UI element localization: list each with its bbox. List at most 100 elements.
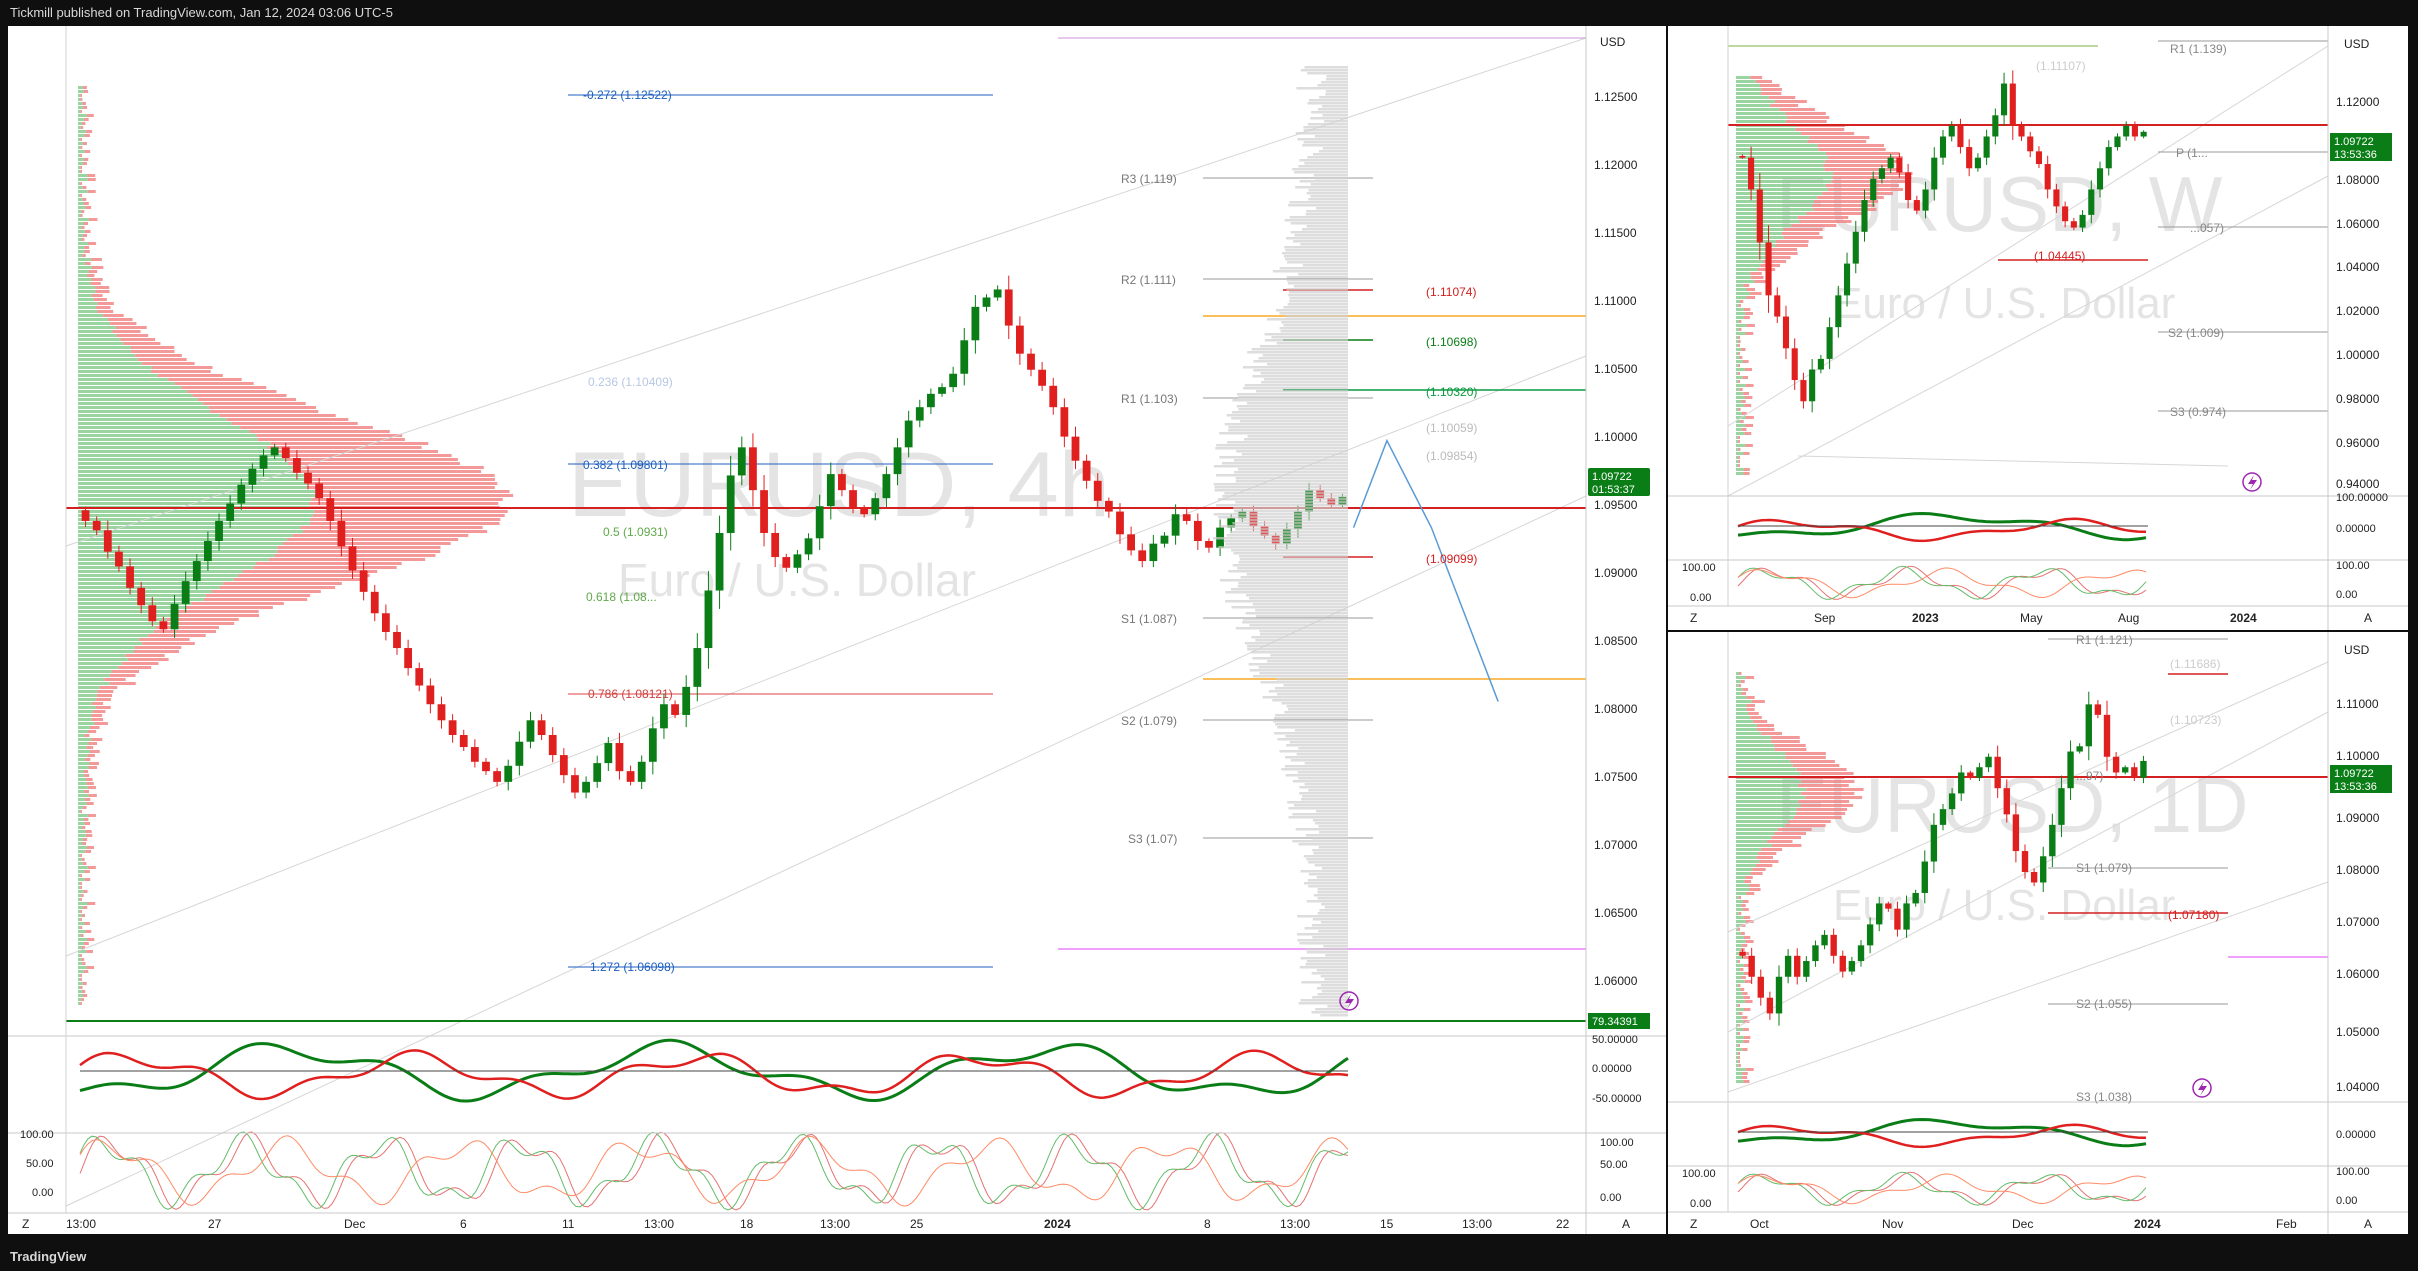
weekly-z-button[interactable]: Z bbox=[1690, 611, 1697, 625]
volume-profile-bar bbox=[84, 230, 91, 233]
volume-profile-bar bbox=[1736, 204, 1813, 207]
weekly-chart-svg[interactable]: EURUSD, W Euro / U.S. Dollar USD 1.09722… bbox=[1668, 26, 2408, 630]
candle-body bbox=[2131, 125, 2138, 137]
volume-profile-bar bbox=[1252, 603, 1348, 606]
volume-profile-bar bbox=[1267, 363, 1348, 366]
volume-profile-bar bbox=[80, 154, 82, 157]
volume-profile-bar bbox=[309, 502, 499, 505]
main-chart-panel[interactable]: EURUSD, 4h Euro / U.S. Dollar USD 1.0972… bbox=[8, 26, 1666, 1234]
volume-profile-bar bbox=[1741, 428, 1747, 431]
stoch-tick-0: 0.00 bbox=[32, 1187, 53, 1199]
volume-profile-bar bbox=[78, 146, 81, 149]
volume-profile-bar bbox=[1809, 136, 1870, 139]
weekly-y-axis[interactable]: 1.12000 1.10000 1.08000 1.06000 1.04000 … bbox=[2336, 95, 2380, 491]
daily-chart-panel[interactable]: EURUSD, 1D Euro / U.S. Dollar USD 1.0972… bbox=[1668, 632, 2408, 1234]
volume-profile-bar bbox=[78, 418, 227, 421]
volume-profile-bar bbox=[155, 626, 219, 629]
volume-profile-bar bbox=[1300, 999, 1348, 1002]
volume-profile-bar bbox=[1745, 940, 1754, 943]
volume-profile-bar bbox=[78, 266, 92, 269]
weekly-currency: USD bbox=[2344, 37, 2370, 51]
volume-profile-bar bbox=[82, 842, 87, 845]
main-x-axis[interactable]: 13:00 27 Dec 6 11 13:00 18 13:00 25 2024… bbox=[66, 1217, 1570, 1231]
candle-body bbox=[237, 484, 246, 504]
main-z-button[interactable]: Z bbox=[22, 1217, 29, 1231]
daily-chart-svg[interactable]: EURUSD, 1D Euro / U.S. Dollar USD 1.0972… bbox=[1668, 632, 2408, 1234]
volume-profile-bar bbox=[1307, 123, 1348, 126]
daily-x-axis[interactable]: Oct Nov Dec 2024 Feb bbox=[1750, 1217, 2297, 1231]
weekly-lightning-icon[interactable] bbox=[2242, 472, 2262, 492]
volume-profile-bar bbox=[1231, 606, 1348, 609]
volume-profile-bar bbox=[307, 474, 495, 477]
volume-profile-bar bbox=[1736, 756, 1786, 759]
volume-profile-bar bbox=[1271, 336, 1348, 339]
volume-profile-bar bbox=[1785, 120, 1827, 123]
x-tick: 13:00 bbox=[1280, 1217, 1310, 1231]
volume-profile-bar bbox=[1751, 276, 1764, 279]
daily-y-axis[interactable]: 1.11000 1.10000 1.09000 1.08000 1.07000 … bbox=[2336, 697, 2380, 1094]
volume-profile-bar bbox=[249, 430, 390, 433]
volume-profile-bar bbox=[1277, 726, 1348, 729]
rsi-badge bbox=[1588, 1013, 1650, 1029]
volume-profile-bar bbox=[78, 830, 86, 833]
volume-profile-bar bbox=[1736, 120, 1786, 123]
volume-profile-bar bbox=[78, 982, 83, 985]
volume-profile-bar bbox=[1312, 819, 1348, 822]
daily-a-button[interactable]: A bbox=[2364, 1217, 2372, 1231]
volume-profile-bar bbox=[1295, 132, 1348, 135]
volume-profile-bar bbox=[1286, 705, 1348, 708]
volume-profile-bar bbox=[1294, 171, 1348, 174]
volume-profile-bar bbox=[78, 194, 81, 197]
volume-profile-bar bbox=[91, 266, 104, 269]
volume-profile-bar bbox=[301, 466, 484, 469]
candle-body bbox=[126, 566, 134, 588]
weekly-a-button[interactable]: A bbox=[2364, 611, 2372, 625]
volume-profile-bar bbox=[1738, 1052, 1740, 1055]
main-chart-svg[interactable]: EURUSD, 4h Euro / U.S. Dollar USD 1.0972… bbox=[8, 26, 1666, 1234]
volume-profile-bar bbox=[78, 890, 84, 893]
volume-profile-bar bbox=[1299, 966, 1348, 969]
volume-profile-bar bbox=[78, 530, 304, 533]
volume-profile-bar bbox=[1736, 884, 1750, 887]
volume-profile-bar bbox=[1289, 201, 1348, 204]
volume-profile-bar bbox=[1736, 168, 1825, 171]
volume-profile-bar bbox=[1276, 342, 1348, 345]
candle-body bbox=[1974, 157, 1981, 169]
volume-profile-bar bbox=[1283, 324, 1348, 327]
daily-z-button[interactable]: Z bbox=[1690, 1217, 1697, 1231]
volume-profile-bar bbox=[78, 782, 87, 785]
candle-body bbox=[1887, 157, 1894, 169]
weekly-chart-panel[interactable]: EURUSD, W Euro / U.S. Dollar USD 1.09722… bbox=[1668, 26, 2408, 630]
volume-profile-bar bbox=[87, 814, 96, 817]
volume-profile-bar bbox=[1760, 92, 1782, 95]
level-09099: (1.09099) bbox=[1426, 552, 1477, 566]
volume-profile-bar bbox=[1736, 1052, 1739, 1055]
volume-profile-bar bbox=[1749, 884, 1760, 887]
daily-lightning-icon[interactable] bbox=[2192, 1078, 2212, 1098]
volume-profile-bar bbox=[78, 178, 88, 181]
lightning-icon[interactable] bbox=[1339, 991, 1359, 1011]
main-y-axis[interactable]: 1.12500 1.12000 1.11500 1.11000 1.10500 … bbox=[1594, 90, 1638, 988]
volume-profile-bar bbox=[1745, 876, 1753, 879]
volume-profile-bar bbox=[1303, 855, 1348, 858]
volume-profile-bar bbox=[1304, 783, 1348, 786]
candle-body bbox=[270, 447, 279, 456]
volume-profile-bar bbox=[78, 186, 83, 189]
main-a-button[interactable]: A bbox=[1622, 1217, 1630, 1231]
volume-profile-bar bbox=[81, 990, 86, 993]
volume-profile-bar bbox=[1775, 240, 1809, 243]
volume-profile-bar bbox=[1795, 128, 1845, 131]
candle-body bbox=[1757, 976, 1764, 998]
volume-profile-bar bbox=[1293, 240, 1348, 243]
volume-profile-bar bbox=[78, 746, 87, 749]
x-tick: Dec bbox=[2012, 1217, 2033, 1231]
volume-profile-bar bbox=[1229, 531, 1348, 534]
volume-profile-bar bbox=[1738, 1056, 1740, 1059]
tradingview-logo[interactable]: TradingView bbox=[10, 1249, 87, 1264]
volume-profile-bar bbox=[78, 254, 83, 257]
candle-body bbox=[938, 387, 946, 394]
candle-body bbox=[637, 761, 646, 782]
volume-profile-bar bbox=[283, 454, 452, 457]
volume-profile-bar bbox=[131, 350, 175, 353]
weekly-x-axis[interactable]: Sep 2023 May Aug 2024 bbox=[1814, 611, 2257, 625]
